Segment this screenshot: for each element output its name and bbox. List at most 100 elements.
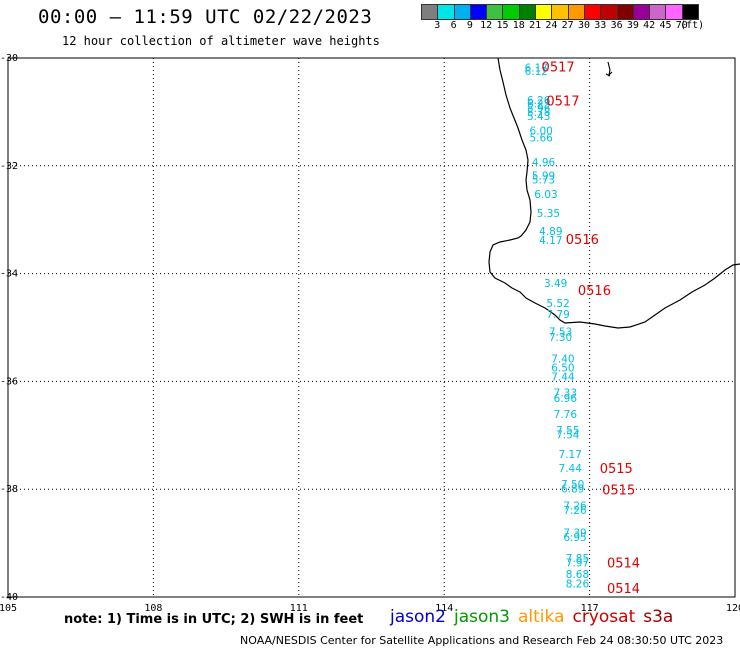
wave-height-label: 7.55 bbox=[556, 425, 579, 437]
wave-height-label: 6.25 bbox=[527, 99, 550, 111]
color-scale-label: 45 bbox=[659, 20, 672, 31]
wave-height-label: 6.00 bbox=[529, 126, 552, 138]
color-scale-label: 42 bbox=[643, 20, 656, 31]
wave-height-label: 5.35 bbox=[537, 208, 560, 220]
wave-height-label: 6.95 bbox=[563, 532, 586, 544]
wave-height-label: 7.44 bbox=[551, 371, 575, 383]
color-scale-label: 6 bbox=[450, 20, 457, 31]
wave-height-label: 5.66 bbox=[529, 133, 553, 145]
wave-height-label: 5.52 bbox=[546, 298, 569, 310]
coastline bbox=[488, 57, 740, 329]
color-scale-label: 12 bbox=[480, 20, 493, 31]
pass-time-label: 0517 bbox=[546, 94, 579, 109]
color-swatch bbox=[681, 4, 700, 20]
color-scale-label: 3 bbox=[434, 20, 441, 31]
lat-label: -38 bbox=[0, 484, 18, 495]
pass-time-label: 0514 bbox=[607, 582, 640, 597]
wave-height-label: 6.89 bbox=[561, 483, 584, 495]
legend-jason2: jason2 bbox=[390, 607, 446, 627]
color-scale-label: 30 bbox=[577, 20, 591, 31]
wave-height-label: 8.26 bbox=[566, 578, 590, 590]
wave-height-label: 7.54 bbox=[556, 430, 580, 442]
lon-label: 111 bbox=[290, 603, 308, 614]
wave-height-label: 7.33 bbox=[554, 387, 577, 399]
lon-label: 114 bbox=[435, 603, 453, 614]
lon-label: 108 bbox=[144, 603, 162, 614]
wave-height-label: 6.50 bbox=[551, 363, 574, 375]
wave-height-label: 5.96 bbox=[527, 103, 551, 115]
color-scale-label: 27 bbox=[561, 20, 574, 31]
color-scale-label: 18 bbox=[512, 20, 525, 31]
wave-height-label: 7.17 bbox=[559, 449, 582, 461]
pass-time-label: 0516 bbox=[566, 233, 599, 248]
color-scale-labels: 3 6 9 12 15 18 21 24 27 30 33 36 39 42 45 70 (ft) bbox=[421, 20, 740, 34]
lat-label: -34 bbox=[0, 269, 18, 280]
wave-height-label: 3.49 bbox=[544, 278, 567, 290]
pass-time-label: 0514 bbox=[607, 556, 640, 571]
australia-coastline bbox=[488, 57, 740, 329]
wave-height-label: 8.68 bbox=[566, 569, 589, 581]
color-scale-label: (ft) bbox=[680, 20, 705, 31]
wave-height-label: 6.17 bbox=[525, 62, 548, 74]
wave-height-label: 4.17 bbox=[539, 235, 562, 247]
wave-height-label: 5.99 bbox=[532, 170, 555, 182]
wave-height-label: 7.44 bbox=[559, 463, 583, 475]
color-scale-bar bbox=[421, 4, 700, 20]
lon-label: 105 bbox=[0, 603, 17, 614]
wave-height-label: 7.53 bbox=[549, 327, 572, 339]
footer-credit: NOAA/NESDIS Center for Satellite Applica… bbox=[240, 634, 724, 647]
map-subtitle: 12 hour collection of altimeter wave hei… bbox=[62, 34, 380, 48]
lat-label: -30 bbox=[0, 53, 18, 64]
lon-label: 120 bbox=[726, 603, 740, 614]
wave-height-label: 5.43 bbox=[527, 111, 550, 123]
legend-altika: altika bbox=[518, 607, 565, 627]
wave-height-label: 7.50 bbox=[561, 479, 584, 491]
wave-height-label: 6.12 bbox=[525, 66, 548, 78]
wave-height-label: 4.89 bbox=[539, 226, 562, 238]
wave-height-label: 6.03 bbox=[534, 189, 557, 201]
pass-time-label: 0517 bbox=[542, 60, 575, 75]
color-scale-label: 36 bbox=[610, 20, 623, 31]
island-outline bbox=[605, 61, 613, 77]
color-scale-label: 33 bbox=[594, 20, 607, 31]
map-grid bbox=[7, 57, 736, 598]
lat-label: -32 bbox=[0, 161, 18, 172]
legend-s3a: s3a bbox=[643, 607, 674, 627]
wave-height-label: 7.26 bbox=[563, 505, 587, 517]
pass-time-label: 0516 bbox=[578, 284, 611, 299]
satellite-legend: jason2 jason3 altika cryosat s3a bbox=[390, 607, 681, 627]
wave-height-label: 7.39 bbox=[563, 528, 586, 540]
wave-height-label: 7.79 bbox=[546, 309, 569, 321]
lon-label: 117 bbox=[581, 603, 599, 614]
wave-height-label: 7.97 bbox=[566, 557, 589, 569]
color-scale-label: 21 bbox=[529, 20, 542, 31]
legend-jason3: jason3 bbox=[454, 607, 510, 627]
wave-height-label: 7.76 bbox=[554, 409, 578, 421]
wave-height-label: 5.73 bbox=[532, 175, 555, 187]
wave-height-label: 7.85 bbox=[566, 553, 589, 565]
pass-time-label: 0515 bbox=[602, 484, 635, 499]
wave-height-label: 7.26 bbox=[563, 501, 587, 513]
legend-cryosat: cryosat bbox=[572, 607, 636, 627]
wave-height-label: 7.30 bbox=[549, 332, 572, 344]
map-frame bbox=[7, 57, 736, 598]
wave-height-label: 6.96 bbox=[554, 393, 578, 405]
wave-height-labels: 6.176.12 6.266.255.965.785.43 6.005.66 4.96… bbox=[525, 62, 590, 590]
wave-height-label: 5.78 bbox=[527, 107, 550, 119]
wave-height-label: 4.96 bbox=[532, 157, 556, 169]
color-scale-label: 24 bbox=[545, 20, 558, 31]
pass-time-label: 0515 bbox=[600, 462, 633, 477]
color-scale-label: 70 bbox=[675, 20, 688, 31]
lat-label: -36 bbox=[0, 376, 18, 387]
map-title: 00:00 – 11:59 UTC 02/22/2023 bbox=[38, 6, 373, 28]
wave-height-label: 6.26 bbox=[527, 95, 551, 107]
color-scale-label: 15 bbox=[496, 20, 509, 31]
pass-time-labels: 0517 0517 0516 0516 0515 0515 0514 0514 bbox=[542, 60, 641, 597]
color-scale-label: 39 bbox=[626, 20, 639, 31]
note-text: note: 1) Time is in UTC; 2) SWH is in fe… bbox=[64, 612, 364, 627]
wave-height-label: 7.40 bbox=[551, 354, 574, 366]
color-scale-label: 9 bbox=[466, 20, 473, 31]
lat-label: -40 bbox=[0, 592, 18, 603]
